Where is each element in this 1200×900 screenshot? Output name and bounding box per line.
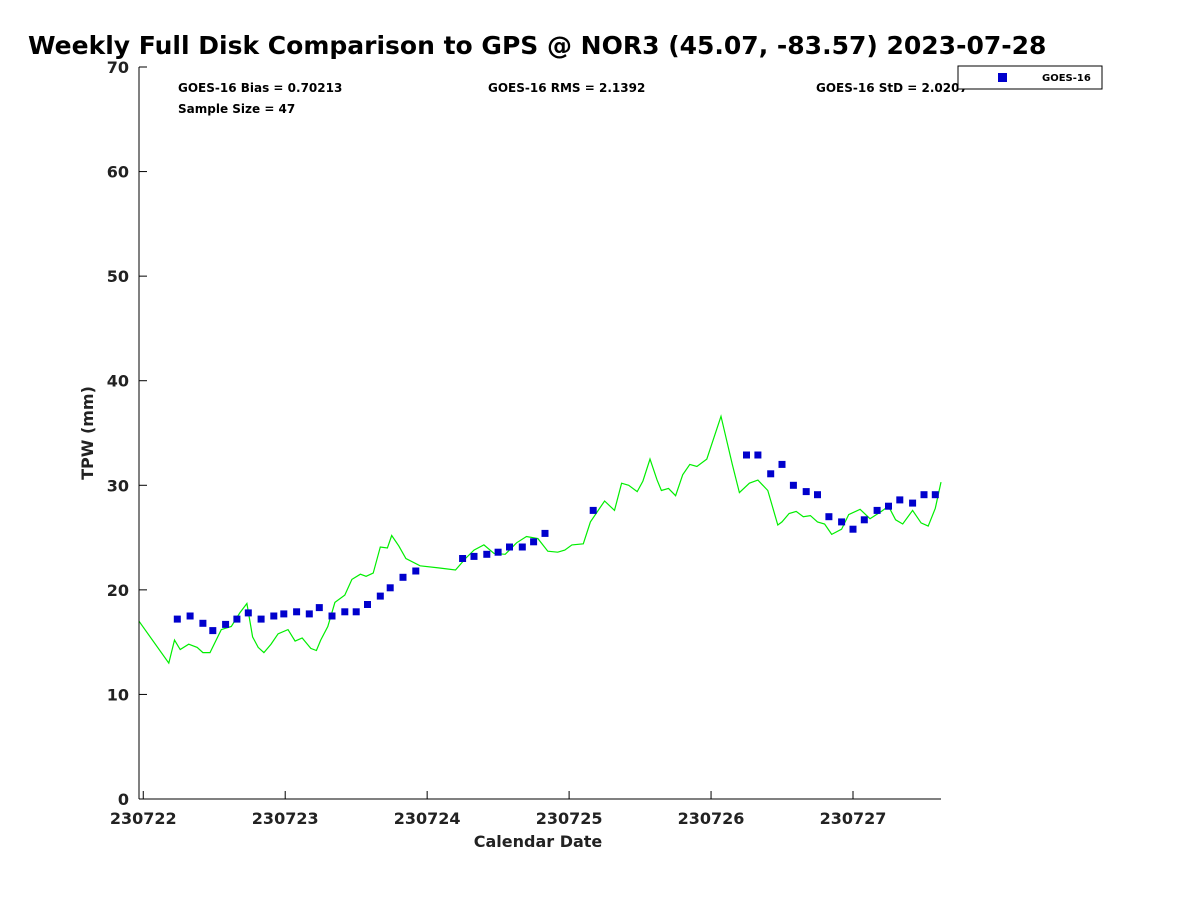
goes-16-point [173,615,181,623]
goes-16-series [173,451,939,635]
goes-16-point [209,627,217,635]
goes-16-point [518,543,526,551]
goes-16-point [873,506,881,514]
goes-16-point [909,499,917,507]
chart-title: Weekly Full Disk Comparison to GPS @ NOR… [28,31,1046,60]
goes-16-point [412,567,420,575]
goes-16-point [199,619,207,627]
goes-16-point [244,609,252,617]
std-stat: GOES-16 StD = 2.0207 [816,81,968,95]
legend: GOES-16 [957,65,1103,90]
x-tick-label: 230727 [820,809,887,828]
sample-size-stat: Sample Size = 47 [178,102,295,116]
y-tick-label: 0 [118,790,129,809]
x-tick-label: 230722 [110,809,177,828]
rms-stat: GOES-16 RMS = 2.1392 [488,81,645,95]
goes-16-point [186,612,194,620]
legend-box [957,65,1103,90]
goes-16-point [767,470,775,478]
y-tick-label: 60 [107,163,129,182]
y-tick-label: 10 [107,685,129,704]
goes-16-point [506,543,513,551]
goes-16-point [885,502,892,510]
goes-16-point [494,548,502,556]
goes-16-point [814,491,821,499]
axes [138,67,941,800]
x-ticks: 230722 230723 230724 230725 230726 230727 [110,791,887,828]
goes-16-point [257,615,265,623]
goes-16-point [541,529,549,537]
goes-16-point [386,584,394,592]
goes-16-point [743,451,750,459]
x-tick-label: 230723 [252,809,319,828]
goes-16-point [849,525,857,533]
x-tick-label: 230724 [394,809,461,828]
goes-16-point [399,573,407,581]
goes-16-point [352,608,360,616]
plot-area [139,67,941,799]
x-tick-label: 230726 [678,809,745,828]
goes-16-point [483,550,491,558]
y-tick-label: 20 [107,581,129,600]
goes-16-point [931,491,939,499]
y-ticks: 0 10 20 30 40 50 60 70 [107,58,147,809]
goes-16-point [459,555,467,562]
goes-16-point [825,513,833,521]
legend-marker-goes-16 [998,73,1007,82]
y-tick-label: 50 [107,267,129,286]
goes-16-point [838,518,846,526]
goes-16-point [376,592,384,600]
goes-16-point [305,610,313,618]
plot-background [139,67,941,799]
goes-16-point [328,612,336,620]
goes-16-point [270,612,278,620]
goes-16-point [233,615,241,623]
goes-16-point [530,538,538,546]
x-axis-label: Calendar Date [474,832,603,851]
y-tick-label: 40 [107,372,129,391]
goes-16-point [364,601,371,608]
goes-16-point [802,488,810,496]
legend-label-goes-16: GOES-16 [1042,73,1091,84]
goes-16-point [341,608,349,616]
gps-line [138,414,942,665]
goes-16-point [920,491,928,499]
y-tick-label: 70 [107,58,129,77]
goes-16-point [222,620,230,628]
goes-16-point [778,460,786,468]
goes-16-point [280,610,288,618]
goes-16-point [470,552,478,560]
goes-16-point [293,608,301,616]
gps-series [138,414,942,665]
goes-16-point [754,451,762,459]
goes-16-point [896,496,904,504]
goes-16-point [789,481,797,489]
y-axis-label: TPW (mm) [78,386,97,480]
x-tick-label: 230725 [536,809,603,828]
bias-stat: GOES-16 Bias = 0.70213 [178,81,342,95]
y-tick-label: 30 [107,476,129,495]
goes-16-point [860,516,868,524]
goes-16-point [589,506,597,514]
goes-16-point [315,604,323,612]
